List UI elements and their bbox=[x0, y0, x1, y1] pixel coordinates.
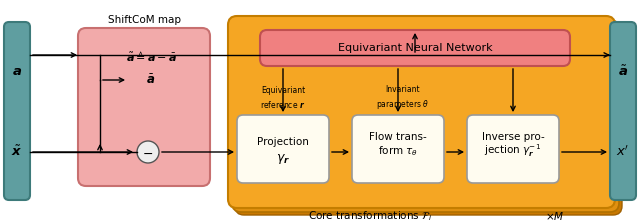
FancyBboxPatch shape bbox=[260, 30, 570, 66]
Text: $\gamma_{\boldsymbol{r}}$: $\gamma_{\boldsymbol{r}}$ bbox=[276, 152, 290, 166]
FancyBboxPatch shape bbox=[228, 16, 615, 208]
Text: $x'$: $x'$ bbox=[616, 145, 630, 159]
Text: $\bar{\boldsymbol{a}}$: $\bar{\boldsymbol{a}}$ bbox=[146, 73, 155, 87]
Circle shape bbox=[137, 141, 159, 163]
Text: $\times M$: $\times M$ bbox=[545, 210, 564, 221]
Text: Inverse pro-: Inverse pro- bbox=[482, 132, 545, 142]
Text: jection $\gamma_{\boldsymbol{r}}^{-1}$: jection $\gamma_{\boldsymbol{r}}^{-1}$ bbox=[484, 143, 541, 159]
Text: Equivariant
reference $\boldsymbol{r}$: Equivariant reference $\boldsymbol{r}$ bbox=[260, 86, 306, 110]
Text: Equivariant Neural Network: Equivariant Neural Network bbox=[338, 43, 492, 53]
Text: $\boldsymbol{a}$: $\boldsymbol{a}$ bbox=[12, 65, 22, 78]
Text: Core transformations $\mathcal{F}_i$: Core transformations $\mathcal{F}_i$ bbox=[308, 209, 432, 221]
Text: $\tilde{\boldsymbol{a}}$: $\tilde{\boldsymbol{a}}$ bbox=[618, 65, 628, 79]
Text: $\tilde{\boldsymbol{a}} \triangleq \boldsymbol{a} - \bar{\boldsymbol{a}}$: $\tilde{\boldsymbol{a}} \triangleq \bold… bbox=[127, 49, 177, 63]
Text: Invariant
parameters $\theta$: Invariant parameters $\theta$ bbox=[376, 85, 429, 111]
FancyBboxPatch shape bbox=[352, 115, 444, 183]
FancyBboxPatch shape bbox=[235, 23, 622, 215]
Text: $-$: $-$ bbox=[143, 147, 154, 160]
FancyBboxPatch shape bbox=[232, 20, 619, 212]
Text: $\tilde{\boldsymbol{x}}$: $\tilde{\boldsymbol{x}}$ bbox=[12, 145, 22, 159]
FancyBboxPatch shape bbox=[467, 115, 559, 183]
FancyBboxPatch shape bbox=[610, 22, 636, 200]
Text: Flow trans-: Flow trans- bbox=[369, 132, 427, 142]
FancyBboxPatch shape bbox=[4, 22, 30, 200]
Text: form $\tau_\theta$: form $\tau_\theta$ bbox=[378, 144, 418, 158]
Text: Projection: Projection bbox=[257, 137, 309, 147]
Text: ShiftCoM map: ShiftCoM map bbox=[108, 15, 180, 25]
FancyBboxPatch shape bbox=[237, 115, 329, 183]
FancyBboxPatch shape bbox=[78, 28, 210, 186]
